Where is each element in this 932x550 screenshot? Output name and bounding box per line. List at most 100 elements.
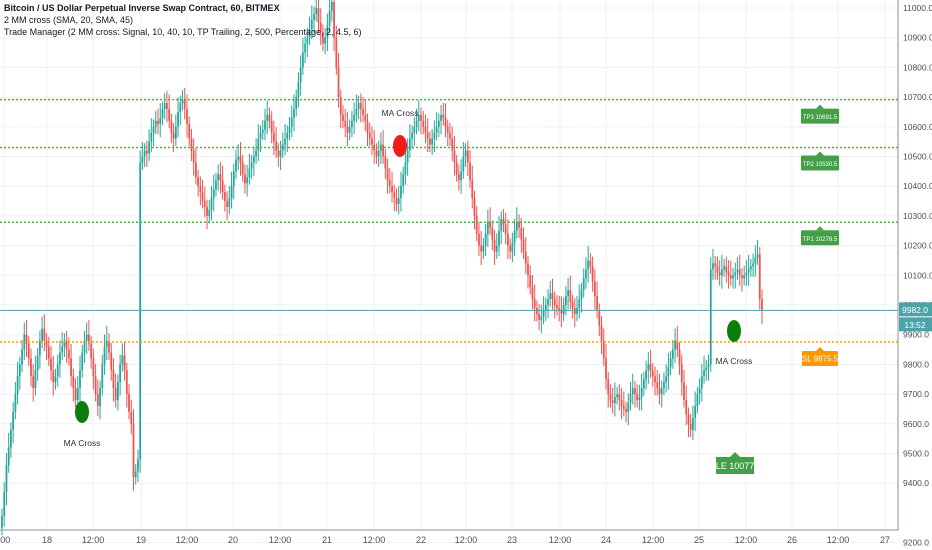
candle-body — [141, 156, 144, 163]
candle-body — [143, 150, 146, 157]
candle-body — [279, 150, 282, 157]
candle-body — [627, 403, 630, 412]
candle-body — [720, 269, 723, 276]
candle-body — [362, 108, 364, 115]
candle-body — [502, 218, 505, 225]
candle-body — [159, 117, 162, 124]
entry-pointer — [730, 452, 740, 457]
candle-body — [337, 67, 340, 98]
candle-body — [330, 2, 333, 11]
candle-body — [480, 245, 483, 252]
tp-label: TP3 10691.5 — [803, 115, 838, 121]
candle-body — [319, 22, 322, 32]
x-tick-label: 12:00 — [176, 535, 199, 545]
x-tick-label: 12:00 — [455, 535, 478, 545]
candle-body — [114, 388, 117, 401]
tp-label: TP1 10278.5 — [803, 237, 838, 243]
candle-body — [618, 394, 621, 401]
candle-body — [41, 328, 44, 341]
candle-body — [333, 2, 335, 38]
candle-body — [326, 25, 329, 38]
candle-body — [440, 114, 442, 121]
candle-body — [743, 275, 746, 279]
candle-body — [723, 266, 726, 270]
chart-legend: Bitcoin / US Dollar Perpetual Inverse Sw… — [4, 2, 362, 38]
candle-body — [304, 43, 307, 53]
candle-body — [246, 177, 249, 184]
candle-body — [462, 156, 465, 172]
candle-body — [105, 340, 108, 347]
candle-body — [3, 492, 6, 516]
candle-body — [295, 97, 298, 109]
candle-body — [714, 263, 717, 267]
candle-body — [689, 423, 692, 430]
candle-body — [190, 138, 193, 151]
candle-body — [716, 266, 719, 273]
x-tick-label: 26 — [787, 535, 797, 545]
candle-body — [85, 334, 88, 341]
candle-body — [509, 245, 512, 252]
candle-body — [636, 394, 639, 401]
candle-body — [32, 376, 35, 389]
candle-body — [261, 129, 264, 133]
candle-body — [359, 103, 362, 109]
candle-body — [687, 414, 690, 424]
candle-body — [116, 382, 119, 401]
candle-body — [299, 67, 302, 83]
candle-body — [475, 215, 478, 234]
candle-body — [642, 379, 645, 389]
candle-body — [132, 423, 135, 478]
candle-body — [415, 120, 418, 127]
candle-body — [437, 120, 440, 127]
candle-body — [591, 266, 594, 282]
candle-body — [50, 358, 52, 371]
badge-pointer — [816, 226, 824, 231]
x-tick-label: 12:00 — [642, 535, 665, 545]
candle-body — [7, 447, 10, 466]
candle-body — [705, 367, 708, 371]
x-tick-label: 12:00 — [735, 535, 758, 545]
candle-body — [729, 275, 732, 279]
candle-body — [72, 376, 75, 389]
candle-body — [397, 198, 400, 205]
candle-body — [137, 459, 139, 472]
candle-body — [738, 269, 741, 276]
countdown-label: 13:52 — [904, 320, 926, 330]
buy-signal-marker — [75, 401, 89, 423]
candle-body — [5, 465, 8, 493]
candle-body — [524, 251, 527, 264]
candle-body — [161, 108, 164, 118]
candle-body — [45, 340, 48, 347]
candle-body — [634, 388, 636, 395]
candle-body — [727, 272, 730, 276]
candle-body — [108, 340, 110, 353]
candle-body — [656, 382, 659, 389]
candle-body — [250, 162, 253, 169]
candle-body — [669, 358, 672, 368]
candle-body — [273, 132, 275, 142]
y-tick-label: 10400.0 — [903, 181, 932, 191]
candle-body — [435, 126, 438, 133]
candle-body — [446, 126, 449, 133]
candle-body — [252, 156, 255, 163]
candle-body — [424, 126, 427, 133]
candle-body — [513, 230, 516, 243]
candle-body — [21, 349, 23, 365]
signal-label: MA Cross — [382, 108, 419, 118]
y-tick-label: 10100.0 — [903, 270, 932, 280]
candle-body — [215, 180, 217, 190]
candle-body — [553, 299, 556, 305]
candle-body — [520, 227, 523, 240]
x-tick-label: 19 — [136, 535, 146, 545]
candle-body — [90, 343, 93, 359]
candle-body — [275, 141, 278, 151]
sl-label: SL 9875.5 — [802, 354, 839, 363]
candle-body — [30, 358, 32, 377]
candle-body — [685, 400, 688, 415]
candle-body — [317, 8, 320, 23]
y-tick-label: 9600.0 — [903, 419, 929, 429]
candle-body — [725, 266, 728, 273]
indicator-ma-cross: 2 MM cross (SMA, 20, SMA, 45) — [4, 15, 134, 25]
